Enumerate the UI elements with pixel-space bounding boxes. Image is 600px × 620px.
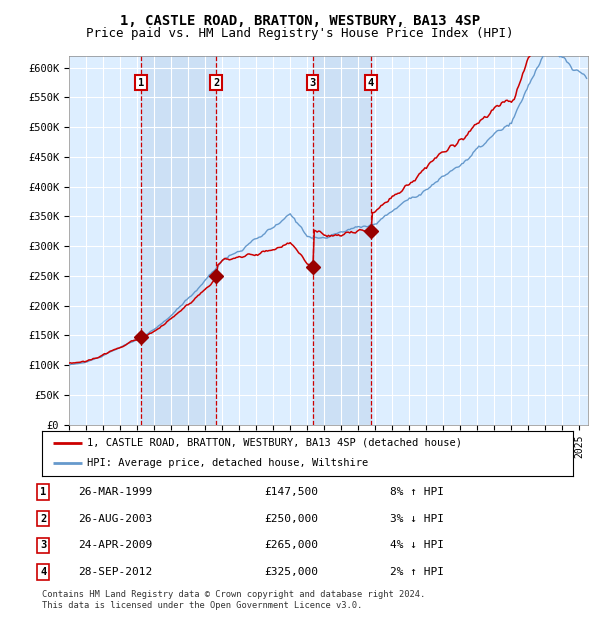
Text: 4: 4 <box>368 78 374 87</box>
Text: 3: 3 <box>40 540 46 551</box>
Text: £325,000: £325,000 <box>264 567 318 577</box>
Text: 2% ↑ HPI: 2% ↑ HPI <box>390 567 444 577</box>
Text: 1, CASTLE ROAD, BRATTON, WESTBURY, BA13 4SP (detached house): 1, CASTLE ROAD, BRATTON, WESTBURY, BA13 … <box>87 438 462 448</box>
Text: 26-AUG-2003: 26-AUG-2003 <box>78 513 152 524</box>
Text: 1: 1 <box>40 487 46 497</box>
Text: 26-MAR-1999: 26-MAR-1999 <box>78 487 152 497</box>
Text: 1: 1 <box>138 78 144 87</box>
Text: £265,000: £265,000 <box>264 540 318 551</box>
Text: 3: 3 <box>310 78 316 87</box>
Text: 4: 4 <box>40 567 46 577</box>
Text: HPI: Average price, detached house, Wiltshire: HPI: Average price, detached house, Wilt… <box>87 458 368 469</box>
Text: 2: 2 <box>213 78 220 87</box>
Text: Price paid vs. HM Land Registry's House Price Index (HPI): Price paid vs. HM Land Registry's House … <box>86 27 514 40</box>
Text: £147,500: £147,500 <box>264 487 318 497</box>
Text: £250,000: £250,000 <box>264 513 318 524</box>
Text: 2: 2 <box>40 513 46 524</box>
Bar <box>141 56 216 425</box>
Text: 24-APR-2009: 24-APR-2009 <box>78 540 152 551</box>
Text: Contains HM Land Registry data © Crown copyright and database right 2024.
This d: Contains HM Land Registry data © Crown c… <box>42 590 425 609</box>
Bar <box>313 56 371 425</box>
Text: 1, CASTLE ROAD, BRATTON, WESTBURY, BA13 4SP: 1, CASTLE ROAD, BRATTON, WESTBURY, BA13 … <box>120 14 480 28</box>
Text: 4% ↓ HPI: 4% ↓ HPI <box>390 540 444 551</box>
Text: 8% ↑ HPI: 8% ↑ HPI <box>390 487 444 497</box>
Text: 3% ↓ HPI: 3% ↓ HPI <box>390 513 444 524</box>
Text: 28-SEP-2012: 28-SEP-2012 <box>78 567 152 577</box>
